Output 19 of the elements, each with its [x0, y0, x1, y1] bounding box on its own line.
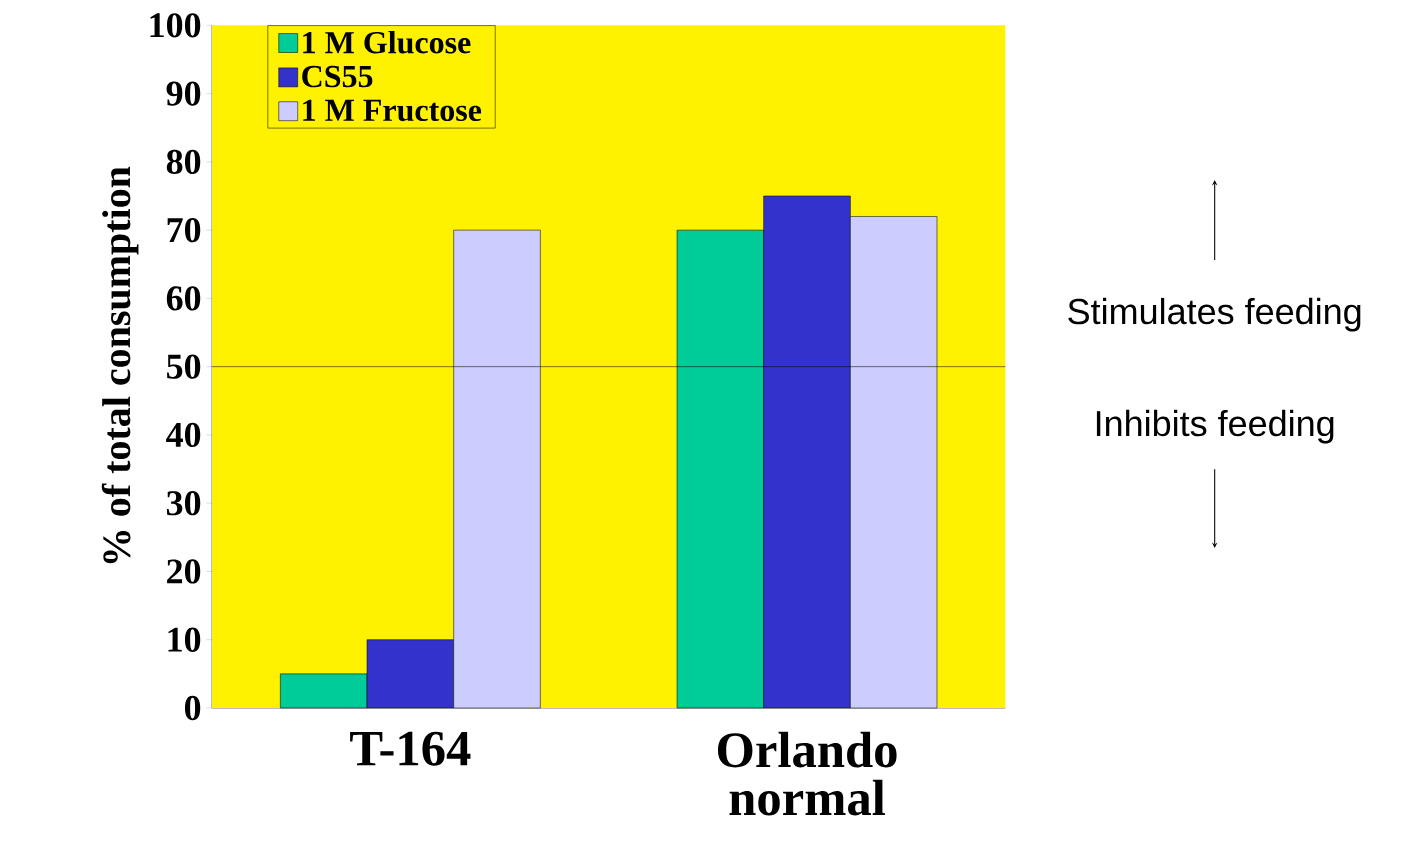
legend-label: CS55: [302, 65, 373, 88]
text: Inhibits feeding: [1096, 409, 1334, 444]
y-tick-label: 30: [166, 491, 201, 516]
x-tick-label: Orlando normal: [717, 731, 897, 816]
y-tick-label: 50: [167, 354, 201, 379]
y-tick-label: 0: [184, 695, 201, 721]
y-tick-label: 60: [166, 286, 201, 311]
y-tick-label: 100: [150, 13, 201, 38]
y-tick-label: 80: [166, 149, 201, 175]
y-tick-label: 40: [166, 422, 201, 448]
y-axis-title: % of total consumption: [101, 166, 139, 564]
y-tick-label: 20: [167, 559, 201, 584]
y-tick-label: 90: [166, 81, 201, 106]
y-tick-label: 10: [168, 627, 201, 652]
x-tick-label: T-164: [350, 731, 471, 766]
y-tick-label: 70: [167, 217, 201, 243]
legend-label: 1 M Fructose: [303, 99, 482, 122]
legend-label: 1 M Glucose: [303, 30, 471, 54]
text: Stimulates feeding: [1068, 297, 1361, 332]
